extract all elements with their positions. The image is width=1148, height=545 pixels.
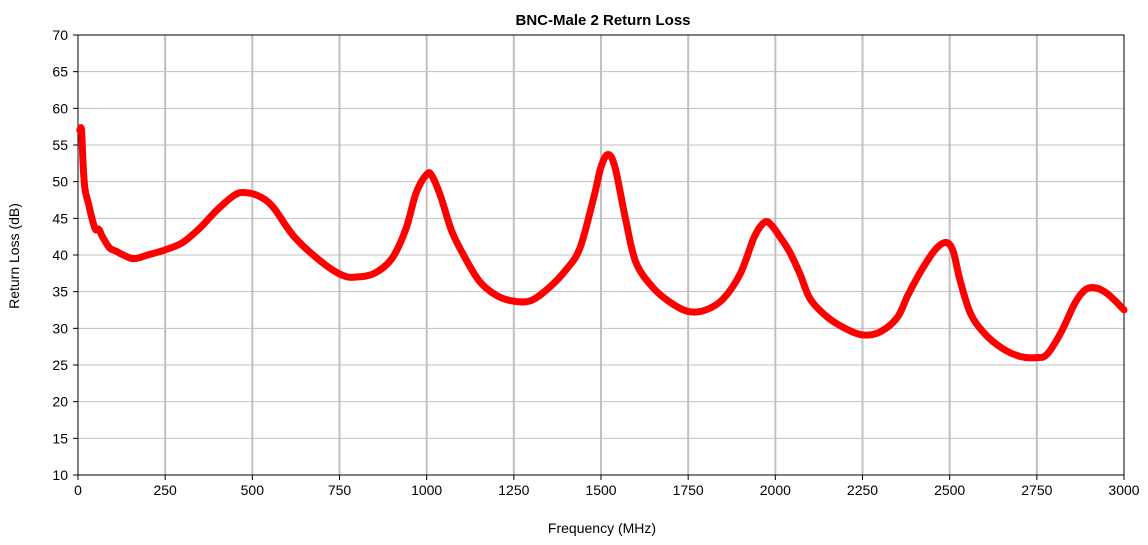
y-tick-label: 60 [52,100,68,116]
y-axis-label: Return Loss (dB) [6,203,22,309]
x-tick-label: 1750 [673,482,704,498]
y-tick-label: 20 [52,394,68,410]
x-tick-label: 750 [328,482,352,498]
x-tick-label: 250 [153,482,177,498]
chart-title: BNC-Male 2 Return Loss [515,12,690,29]
x-axis-label: Frequency (MHz) [548,520,656,536]
x-tick-label: 1000 [411,482,442,498]
y-tick-label: 45 [52,210,68,226]
y-tick-label: 40 [52,247,68,263]
x-tick-label: 2000 [760,482,791,498]
y-tick-label: 55 [52,137,68,153]
y-tick-label: 70 [52,27,68,43]
x-tick-label: 500 [241,482,265,498]
tick-layer: 10 15 20 25 30 35 40 45 50 55 60 65 70 0 250 500 750 1000… [52,27,1139,498]
y-tick-label: 65 [52,64,68,80]
y-tick-label: 15 [52,430,68,446]
x-tick-label: 1500 [585,482,616,498]
x-tick-label: 0 [74,482,82,498]
x-tick-label: 3000 [1108,482,1139,498]
y-tick-label: 10 [52,467,68,483]
series-line-0 [76,124,1128,362]
x-tick-label: 2500 [934,482,965,498]
x-tick-label: 1250 [498,482,529,498]
x-tick-label: 2750 [1021,482,1052,498]
x-tick-label: 2250 [847,482,878,498]
y-tick-label: 35 [52,284,68,300]
y-tick-label: 25 [52,357,68,373]
y-tick-label: 50 [52,174,68,190]
grid-layer [78,35,1124,475]
y-tick-label: 30 [52,320,68,336]
series-layer [76,124,1128,362]
